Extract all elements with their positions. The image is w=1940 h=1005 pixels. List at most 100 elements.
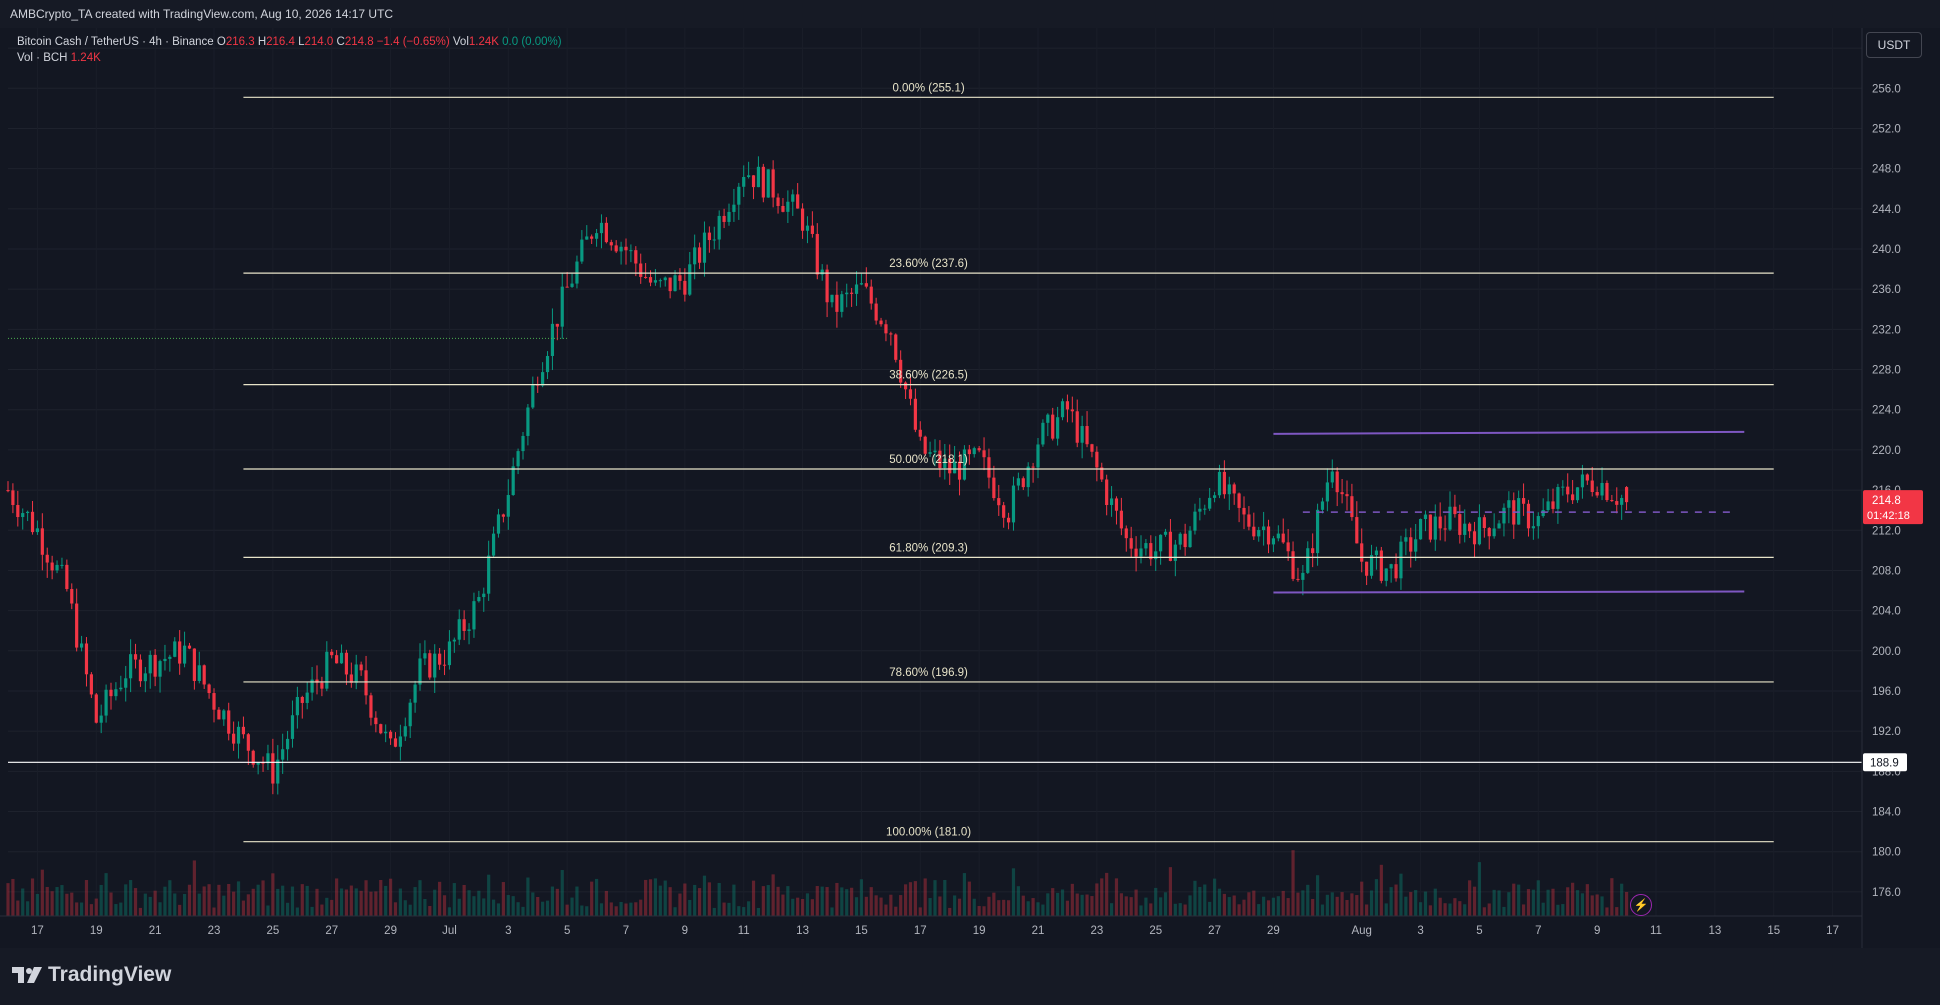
candle-body bbox=[1129, 538, 1133, 549]
volume-bar bbox=[354, 888, 358, 916]
volume-bar bbox=[251, 888, 255, 916]
candle-body bbox=[16, 505, 20, 518]
x-tick-label: 11 bbox=[1650, 925, 1662, 937]
volume-bar bbox=[1350, 893, 1354, 916]
current-price-badge bbox=[1863, 490, 1923, 525]
volume-bar bbox=[202, 886, 206, 916]
volume-bar bbox=[418, 880, 422, 916]
volume-bar bbox=[315, 888, 319, 916]
candlestick-chart[interactable]: 0.00% (255.1) 23.60% (237.6) 38.60% (226.5… bbox=[0, 28, 1940, 948]
volume-bar bbox=[305, 885, 309, 916]
candle-body bbox=[957, 461, 962, 480]
current-price-value: 214.8 bbox=[1872, 495, 1901, 507]
time-axis: 17 19 21 23 25 27 29 Jul 3 5 7 9 11 13 15 17 19 21 23 25 27 2… bbox=[0, 915, 1862, 937]
volume-bar bbox=[1075, 893, 1079, 916]
candle-body bbox=[1497, 523, 1501, 529]
volume-bar bbox=[1296, 892, 1300, 916]
volume-bar bbox=[320, 904, 324, 916]
candle-body bbox=[1237, 493, 1241, 508]
volume-bar bbox=[1090, 896, 1094, 916]
volume-bar bbox=[364, 880, 368, 916]
volume-bar bbox=[1502, 906, 1506, 916]
volume-bar bbox=[1134, 889, 1138, 916]
volume-bar bbox=[913, 881, 917, 916]
candle-body bbox=[330, 651, 334, 656]
currency-button[interactable]: USDT bbox=[1866, 32, 1922, 58]
volume-bar bbox=[1212, 878, 1217, 916]
candle-body bbox=[1379, 550, 1383, 581]
volume-bar bbox=[1056, 892, 1060, 916]
volume-bar bbox=[771, 874, 775, 916]
volume-bar bbox=[143, 893, 147, 916]
candle-body bbox=[1330, 471, 1334, 483]
candle-body bbox=[133, 654, 138, 660]
candle-body bbox=[800, 208, 805, 231]
volume-bar bbox=[918, 907, 922, 916]
candle-body bbox=[11, 490, 15, 506]
candle-body bbox=[30, 511, 35, 533]
candle-body bbox=[889, 333, 893, 335]
candle-body bbox=[639, 263, 643, 277]
level-price-value: 188.9 bbox=[1870, 757, 1899, 769]
fib-level-label: 38.60% (226.5) bbox=[889, 370, 968, 382]
candle-body bbox=[1188, 530, 1192, 548]
volume-bar bbox=[702, 875, 707, 916]
candle-body bbox=[428, 653, 432, 678]
candle-body bbox=[697, 247, 702, 263]
volume-bar bbox=[663, 880, 667, 916]
x-tick-label: 23 bbox=[208, 925, 221, 937]
candle-body bbox=[918, 429, 922, 437]
lightning-icon[interactable]: ⚡ bbox=[1630, 894, 1652, 916]
volume-bar bbox=[854, 897, 859, 916]
x-tick-label: 5 bbox=[564, 925, 570, 937]
candle-body bbox=[1168, 531, 1173, 561]
volume-bar bbox=[850, 887, 854, 916]
candle-body bbox=[1414, 539, 1418, 552]
volume-bar bbox=[982, 906, 986, 916]
candle-body bbox=[717, 215, 721, 240]
volume-bar bbox=[1330, 892, 1334, 916]
volume-bar bbox=[889, 894, 893, 916]
volume-bar bbox=[1360, 881, 1364, 916]
candle-body bbox=[1615, 501, 1619, 505]
volume-bar bbox=[707, 882, 711, 916]
candle-body bbox=[491, 533, 496, 556]
volume-bar bbox=[1129, 897, 1133, 916]
volume-bar bbox=[79, 902, 84, 916]
candle-body bbox=[433, 653, 437, 678]
volume-bar bbox=[236, 881, 241, 916]
volume-bar bbox=[109, 892, 113, 916]
volume-bar bbox=[756, 907, 761, 916]
candle-body bbox=[1463, 523, 1467, 535]
volume-bar bbox=[285, 902, 290, 916]
volume-bar bbox=[1257, 904, 1261, 916]
volume-bar bbox=[35, 893, 40, 916]
candle-body bbox=[511, 466, 515, 496]
candle-body bbox=[1492, 528, 1496, 537]
volume-bar bbox=[182, 893, 187, 916]
candle-body bbox=[835, 294, 839, 312]
x-tick-label: 3 bbox=[1417, 925, 1423, 937]
candle-body bbox=[545, 355, 550, 373]
candle-body bbox=[908, 389, 913, 399]
volume-bar bbox=[761, 886, 765, 916]
volume-bar bbox=[1536, 880, 1540, 916]
candle-body bbox=[403, 726, 407, 737]
volume-bar bbox=[212, 907, 216, 916]
candle-body bbox=[805, 225, 810, 231]
logo-text: TradingView bbox=[48, 963, 172, 986]
volume-bar bbox=[1580, 893, 1585, 916]
volume-bar bbox=[271, 873, 275, 916]
candle-body bbox=[1075, 411, 1079, 443]
tradingview-logo[interactable]: TradingView bbox=[12, 960, 171, 990]
volume-bar bbox=[1365, 904, 1369, 916]
volume-bar bbox=[1198, 886, 1202, 916]
volume-bar bbox=[506, 895, 510, 916]
candle-body bbox=[1325, 482, 1329, 502]
x-tick-label: 13 bbox=[796, 925, 809, 937]
candle-body bbox=[1281, 533, 1285, 543]
candle-body bbox=[722, 215, 726, 222]
candle-body bbox=[197, 665, 201, 681]
volume-bar bbox=[1497, 890, 1501, 916]
candle-body bbox=[565, 286, 569, 288]
